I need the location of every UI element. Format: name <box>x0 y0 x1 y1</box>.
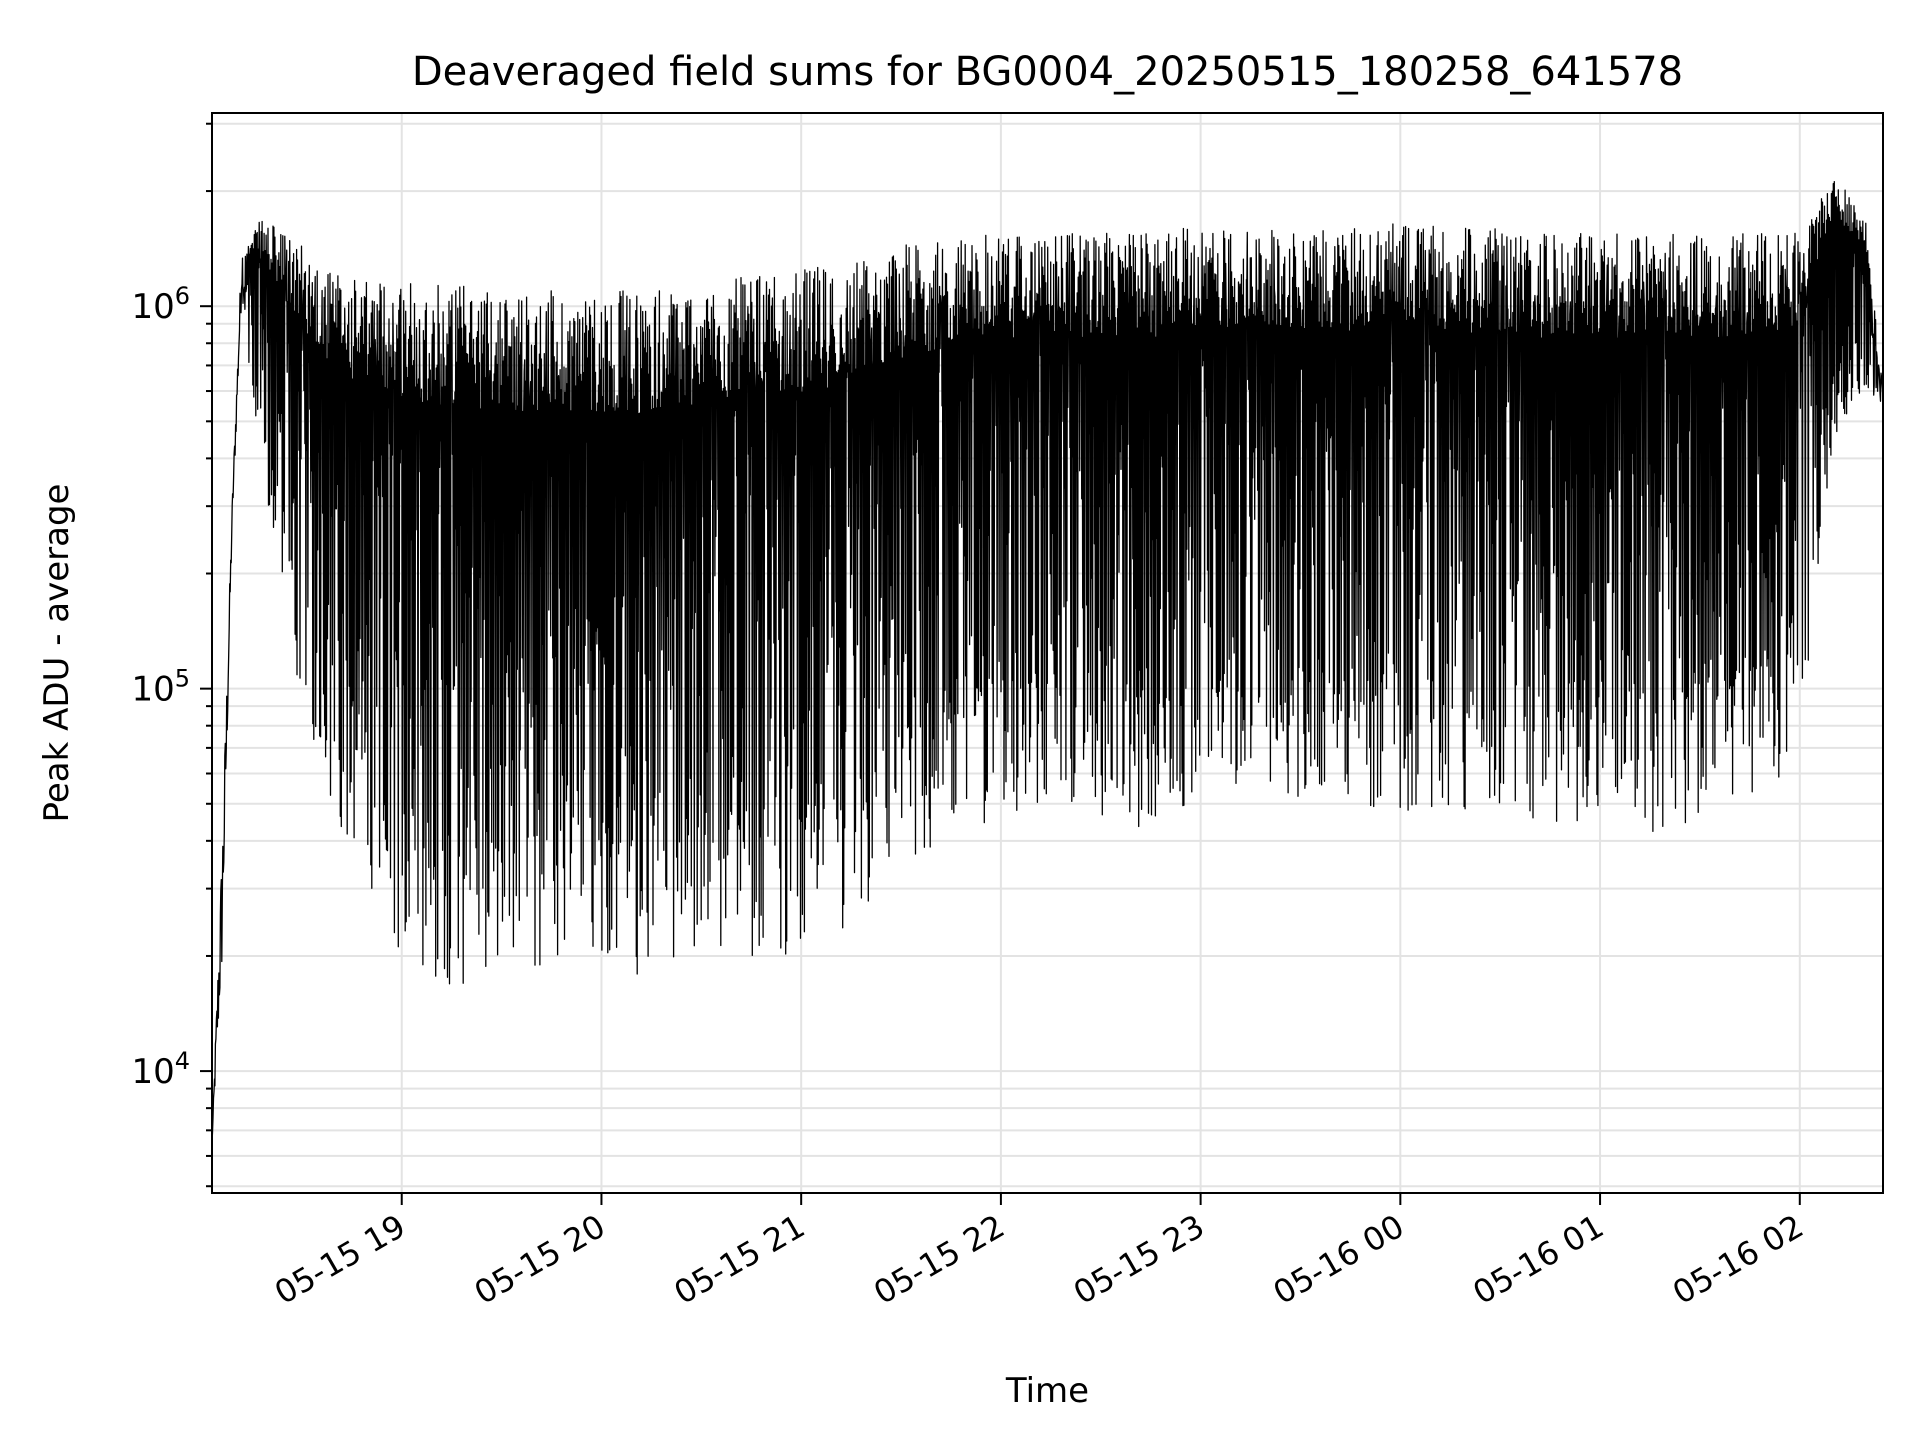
x-tick-label: 05-15 23 <box>1067 1207 1211 1312</box>
y-axis-label: Peak ADU - average <box>37 484 77 823</box>
plot-frame <box>211 112 1884 1194</box>
x-tick-label: 05-15 19 <box>268 1207 412 1312</box>
x-tick-label: 05-15 20 <box>468 1207 612 1312</box>
x-tick-label: 05-15 21 <box>668 1207 812 1312</box>
x-axis-label: Time <box>1005 1371 1089 1411</box>
y-tick-label: 106 <box>131 282 190 327</box>
x-tick-label: 05-16 02 <box>1666 1207 1810 1312</box>
x-tick-label: 05-16 00 <box>1267 1207 1411 1312</box>
x-tick-label: 05-15 22 <box>867 1207 1011 1312</box>
x-tick-label: 05-16 01 <box>1466 1207 1610 1312</box>
series-line <box>211 180 1884 1143</box>
chart-title: Deaveraged field sums for BG0004_2025051… <box>412 49 1683 95</box>
y-tick-label: 105 <box>131 665 190 710</box>
y-tick-label: 104 <box>131 1047 190 1092</box>
data-layer <box>211 180 1884 1143</box>
